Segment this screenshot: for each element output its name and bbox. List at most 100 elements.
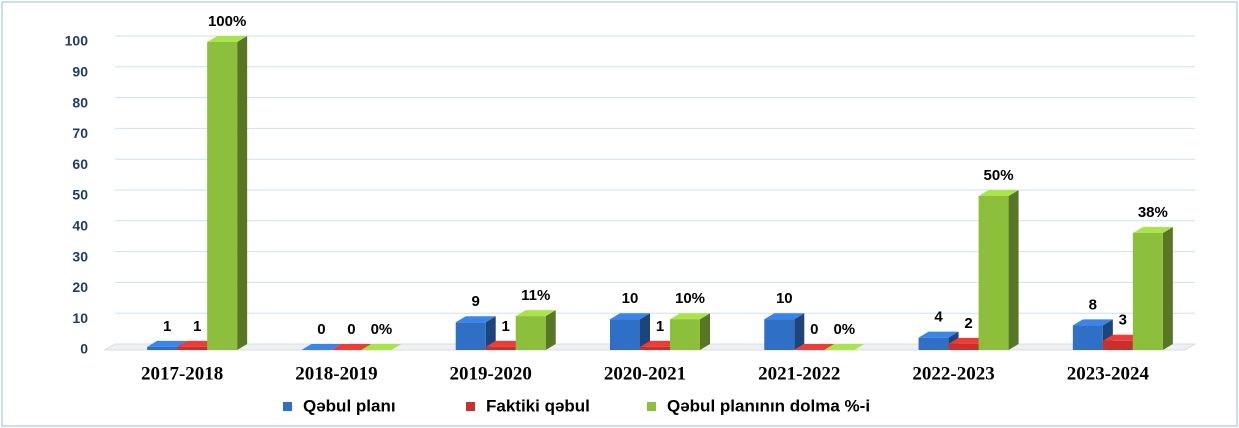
bar bbox=[301, 344, 342, 351]
data-label: 2 bbox=[964, 315, 972, 332]
y-tick-label: 70 bbox=[72, 125, 88, 141]
bar-side bbox=[1008, 190, 1019, 350]
bar-top bbox=[515, 310, 556, 317]
legend-swatch bbox=[647, 402, 656, 411]
bar-front bbox=[177, 346, 208, 350]
bar bbox=[610, 313, 650, 350]
bar-side bbox=[640, 313, 650, 350]
bar bbox=[361, 344, 402, 351]
bar-top bbox=[918, 331, 959, 338]
bar bbox=[1132, 226, 1173, 350]
data-label: 0 bbox=[317, 321, 325, 338]
bar bbox=[978, 190, 1019, 350]
y-tick-label: 80 bbox=[72, 94, 88, 110]
bar bbox=[331, 344, 372, 351]
legend-label: Qəbul planının dolma %-i bbox=[667, 396, 870, 415]
bar-top bbox=[610, 313, 650, 320]
bar-front bbox=[978, 196, 1009, 350]
legend-swatch bbox=[283, 402, 292, 411]
y-tick-label: 20 bbox=[72, 279, 88, 295]
bar-top bbox=[301, 344, 342, 350]
bar-side bbox=[485, 316, 496, 350]
data-label: 3 bbox=[1119, 312, 1127, 329]
bar-top bbox=[331, 344, 372, 350]
bar bbox=[824, 344, 865, 351]
bar bbox=[764, 313, 805, 350]
data-label: 1 bbox=[163, 318, 171, 335]
bar bbox=[455, 316, 496, 350]
data-label: 9 bbox=[472, 293, 480, 310]
data-label: 8 bbox=[1089, 296, 1097, 313]
y-tick-label: 90 bbox=[72, 64, 88, 80]
bar bbox=[670, 313, 710, 350]
bar-front bbox=[764, 319, 795, 350]
bar-front bbox=[147, 346, 178, 350]
bar-front bbox=[207, 42, 238, 350]
bar-side bbox=[794, 313, 805, 350]
bar-top bbox=[824, 344, 865, 350]
bar-top bbox=[764, 313, 805, 320]
bar-front bbox=[610, 319, 640, 350]
data-label: 0% bbox=[371, 321, 393, 338]
x-tick-label: 2021-2022 bbox=[758, 363, 840, 384]
data-label: 1 bbox=[502, 318, 510, 335]
data-label: 11% bbox=[521, 287, 550, 304]
bar-front bbox=[670, 319, 700, 350]
bar bbox=[794, 344, 835, 351]
bar-front bbox=[1072, 325, 1103, 350]
x-tick-label: 2023-2024 bbox=[1067, 363, 1150, 384]
data-label: 0 bbox=[347, 321, 355, 338]
legend-label: Qəbul planı bbox=[303, 396, 396, 415]
data-label: 38% bbox=[1138, 204, 1168, 221]
bar-front bbox=[640, 346, 670, 350]
bar-front bbox=[455, 322, 486, 350]
y-tick-label: 40 bbox=[72, 218, 88, 234]
x-tick-label: 2022-2023 bbox=[912, 363, 994, 384]
bar-front bbox=[1132, 232, 1163, 350]
x-tick-label: 2018-2019 bbox=[295, 363, 377, 384]
bar-top bbox=[794, 344, 835, 350]
y-tick-label: 60 bbox=[72, 156, 88, 172]
data-label: 100% bbox=[208, 13, 246, 30]
data-label: 4 bbox=[934, 309, 943, 326]
x-tick-label: 2019-2020 bbox=[450, 363, 532, 384]
data-label: 1 bbox=[193, 318, 201, 335]
data-label: 0% bbox=[833, 321, 855, 338]
bar-front bbox=[1102, 340, 1133, 350]
data-label: 0 bbox=[810, 321, 818, 338]
y-tick-label: 0 bbox=[80, 341, 88, 357]
bar-front bbox=[515, 316, 546, 350]
bar-side bbox=[1162, 226, 1173, 350]
y-tick-label: 30 bbox=[72, 248, 88, 264]
bar-top bbox=[1072, 319, 1113, 326]
bar-top bbox=[147, 340, 188, 347]
bar-front bbox=[918, 337, 949, 350]
bar-top bbox=[978, 190, 1019, 196]
y-tick-label: 100 bbox=[65, 33, 89, 49]
bar-top bbox=[361, 344, 402, 350]
data-label: 10% bbox=[675, 290, 705, 307]
data-label: 1 bbox=[656, 318, 664, 335]
bar-side bbox=[700, 313, 710, 350]
bar-top bbox=[207, 36, 248, 42]
data-label: 50% bbox=[984, 167, 1014, 184]
bar-side bbox=[237, 36, 248, 350]
x-tick-label: 2020-2021 bbox=[604, 363, 686, 384]
bars bbox=[147, 36, 1173, 351]
legend-swatch bbox=[466, 402, 475, 411]
x-tick-label: 2017-2018 bbox=[141, 363, 223, 384]
bar-side bbox=[545, 310, 556, 350]
data-label: 10 bbox=[622, 290, 639, 307]
bar-top bbox=[455, 316, 496, 323]
y-tick-label: 10 bbox=[72, 310, 88, 326]
bar-front bbox=[485, 346, 516, 350]
bar bbox=[207, 36, 248, 350]
data-label: 10 bbox=[776, 290, 793, 307]
y-tick-label: 50 bbox=[72, 187, 88, 203]
bar-top bbox=[670, 313, 710, 320]
bar-top bbox=[1132, 226, 1173, 233]
legend-label: Faktiki qəbul bbox=[486, 396, 590, 415]
bar-front bbox=[948, 343, 979, 350]
